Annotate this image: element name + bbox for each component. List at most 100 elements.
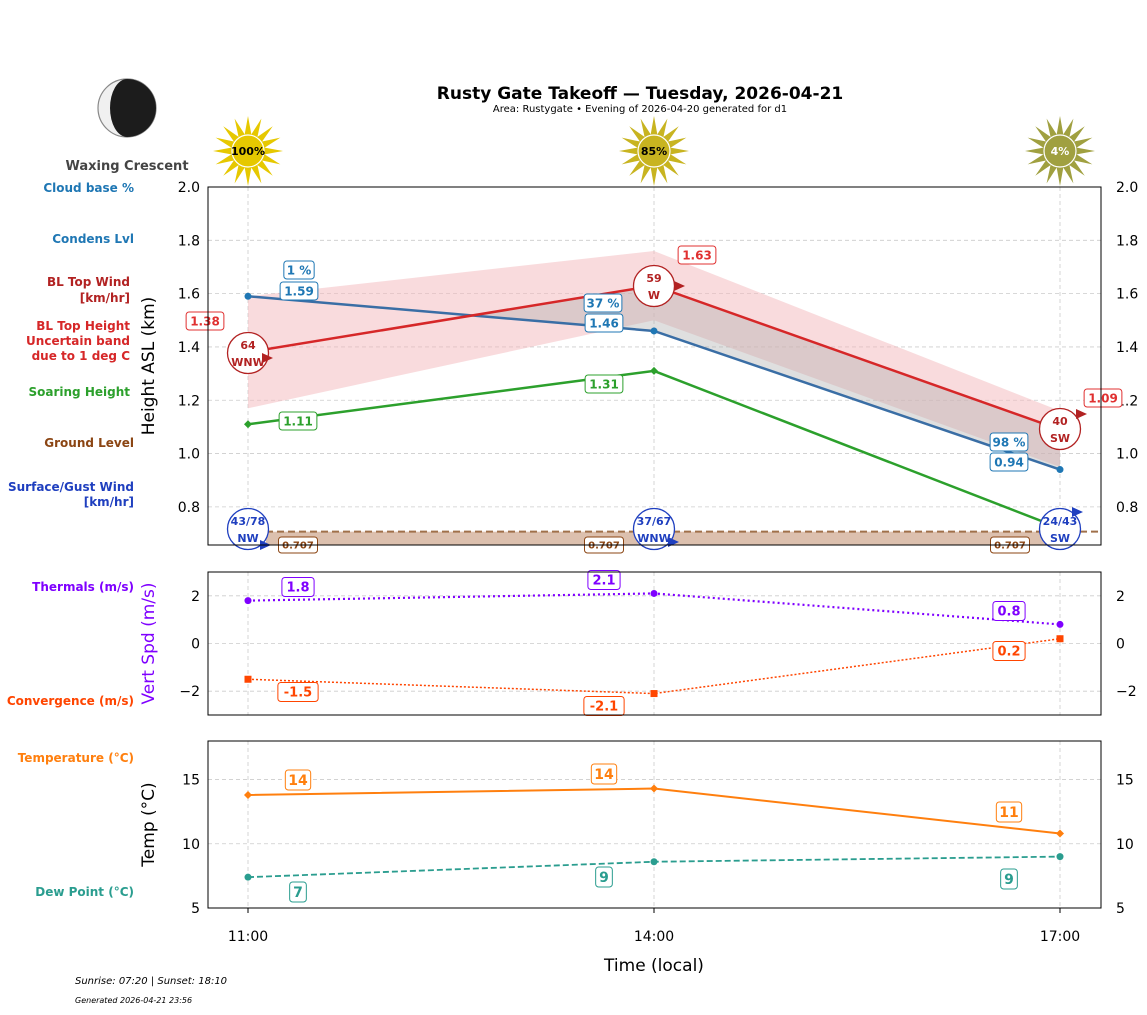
label-surface-wind-2: [km/hr]: [84, 495, 134, 509]
thermals-point: [650, 589, 658, 597]
dew-point-label: 9: [1004, 872, 1014, 888]
dew-point-point: [1056, 853, 1064, 861]
y-tick-label-right: 0: [1116, 637, 1125, 653]
soaring-point: [650, 366, 658, 375]
y-tick-label: 0: [191, 637, 200, 653]
soaring-label-box: [278, 411, 318, 431]
temperature-point: [650, 784, 658, 793]
dew-point-label-box: [595, 866, 613, 888]
temperature-label-box: [590, 763, 618, 785]
y-tick-label: 2.0: [178, 180, 200, 196]
plot-frame-vertical-speed: [207, 571, 1102, 716]
y-tick-label-right: 2: [1116, 589, 1125, 605]
ground-level-label: 0.707: [282, 541, 314, 552]
y-tick-label: 1.8: [178, 233, 200, 249]
cloud-cover-label-box: [583, 293, 623, 313]
label-surface-wind-1: Surface/Gust Wind: [8, 480, 134, 494]
y-tick-label-right: 1.4: [1116, 340, 1138, 356]
dew-point-label-box: [1000, 868, 1018, 890]
sun-percent-label: 4%: [1051, 145, 1070, 158]
label-bl-wind-1: BL Top Wind: [47, 275, 130, 289]
y-tick-label: −2: [179, 684, 200, 700]
moon-phase-label: Waxing Crescent: [65, 159, 188, 174]
cloud-cover-label-box: [283, 260, 315, 280]
convergence-label: 0.2: [997, 645, 1020, 660]
condensation-label-box: [279, 281, 319, 301]
bl-wind-speed: 64: [240, 339, 256, 352]
plot-frame-heights: [207, 186, 1102, 546]
surface-wind-arrow-icon: [1072, 507, 1083, 517]
x-tick-label: 14:00: [634, 929, 674, 945]
y-tick-label: 2: [191, 589, 200, 605]
surface-wind-circle: [632, 507, 676, 551]
x-axis-label: Time (local): [603, 956, 704, 976]
label-dew-point: Dew Point (°C): [35, 885, 134, 899]
condensation-label: 1.46: [589, 316, 619, 330]
footer-sun-times: Sunrise: 07:20 | Sunset: 18:10: [75, 976, 227, 987]
thermals-point: [244, 597, 252, 605]
bl-wind-direction: WNW: [231, 356, 264, 369]
thermals-label-box: [281, 577, 315, 597]
dew-point-label-box: [289, 881, 307, 903]
cloud-cover-label: 37 %: [587, 296, 620, 310]
ground-level-label: 0.707: [588, 541, 620, 552]
surface-wind-circle: [1038, 507, 1082, 551]
y-tick-label: 10: [182, 837, 200, 853]
label-bl-height-3: due to 1 deg C: [32, 349, 131, 363]
y-tick-label-right: 1.8: [1116, 233, 1138, 249]
label-bl-height-1: BL Top Height: [36, 319, 130, 333]
convergence-label: -1.5: [284, 686, 312, 701]
condensation-label: 1.59: [284, 284, 314, 298]
bl-wind-circle: [1038, 407, 1082, 451]
label-condens: Condens Lvl: [52, 232, 134, 246]
y-tick-label: 1.0: [178, 447, 200, 463]
label-temperature: Temperature (°C): [18, 751, 134, 765]
footer-generated: Generated 2026-04-21 23:56: [75, 996, 192, 1005]
y-axis-label: Vert Spd (m/s): [139, 582, 159, 704]
surface-wind-direction: SW: [1050, 532, 1070, 545]
y-axis-label: Temp (°C): [139, 782, 159, 867]
convergence-label: -2.1: [590, 700, 618, 715]
bl-top-label-box: [677, 245, 717, 265]
soaring-point: [244, 420, 252, 429]
condensation-label-box: [989, 452, 1029, 472]
label-cloud-base: Cloud base %: [43, 181, 134, 195]
cloud-cover-label: 98 %: [993, 435, 1026, 449]
y-tick-label-right: 1.0: [1116, 447, 1138, 463]
y-tick-label: 1.6: [178, 287, 200, 303]
x-tick-label: 11:00: [228, 929, 268, 945]
thermals-label: 0.8: [997, 605, 1020, 620]
soaring-label-box: [584, 374, 624, 394]
sun-percent-label: 100%: [231, 145, 265, 158]
surface-wind-direction: WNW: [637, 532, 670, 545]
y-tick-label-right: 5: [1116, 901, 1125, 917]
y-tick-label-right: 0.8: [1116, 500, 1138, 516]
y-tick-label-right: 15: [1116, 773, 1134, 789]
label-bl-wind-2: [km/hr]: [80, 291, 130, 305]
bl-wind-speed: 59: [646, 272, 661, 285]
label-ground: Ground Level: [44, 436, 134, 450]
sun-disc: [637, 134, 671, 168]
bl-top-label: 1.38: [190, 314, 220, 328]
temperature-point: [1056, 829, 1064, 838]
y-tick-label: 15: [182, 773, 200, 789]
chart-title: Rusty Gate Takeoff — Tuesday, 2026-04-21: [437, 84, 843, 104]
y-tick-label: 1.4: [178, 340, 200, 356]
x-tick-label: 17:00: [1040, 929, 1080, 945]
bl-wind-circle: [226, 331, 270, 375]
label-soaring: Soaring Height: [29, 385, 131, 399]
bl-wind-arrow-icon: [1076, 409, 1087, 419]
temperature-label: 14: [594, 767, 614, 783]
temperature-point: [244, 790, 252, 799]
y-tick-label-right: −2: [1116, 684, 1137, 700]
ground-level-label: 0.707: [994, 541, 1026, 552]
bl-top-label: 1.63: [682, 248, 712, 262]
thermals-label: 2.1: [592, 574, 615, 589]
bl-wind-direction: W: [648, 289, 660, 302]
cloud-cover-label: 1 %: [287, 263, 312, 277]
bl-top-label: 1.09: [1088, 391, 1118, 405]
y-tick-label-right: 2.0: [1116, 180, 1138, 196]
convergence-label-box: [992, 641, 1026, 661]
chart-subtitle: Area: Rustygate • Evening of 2026-04-20 …: [493, 104, 787, 115]
thermals-label: 1.8: [286, 581, 309, 596]
